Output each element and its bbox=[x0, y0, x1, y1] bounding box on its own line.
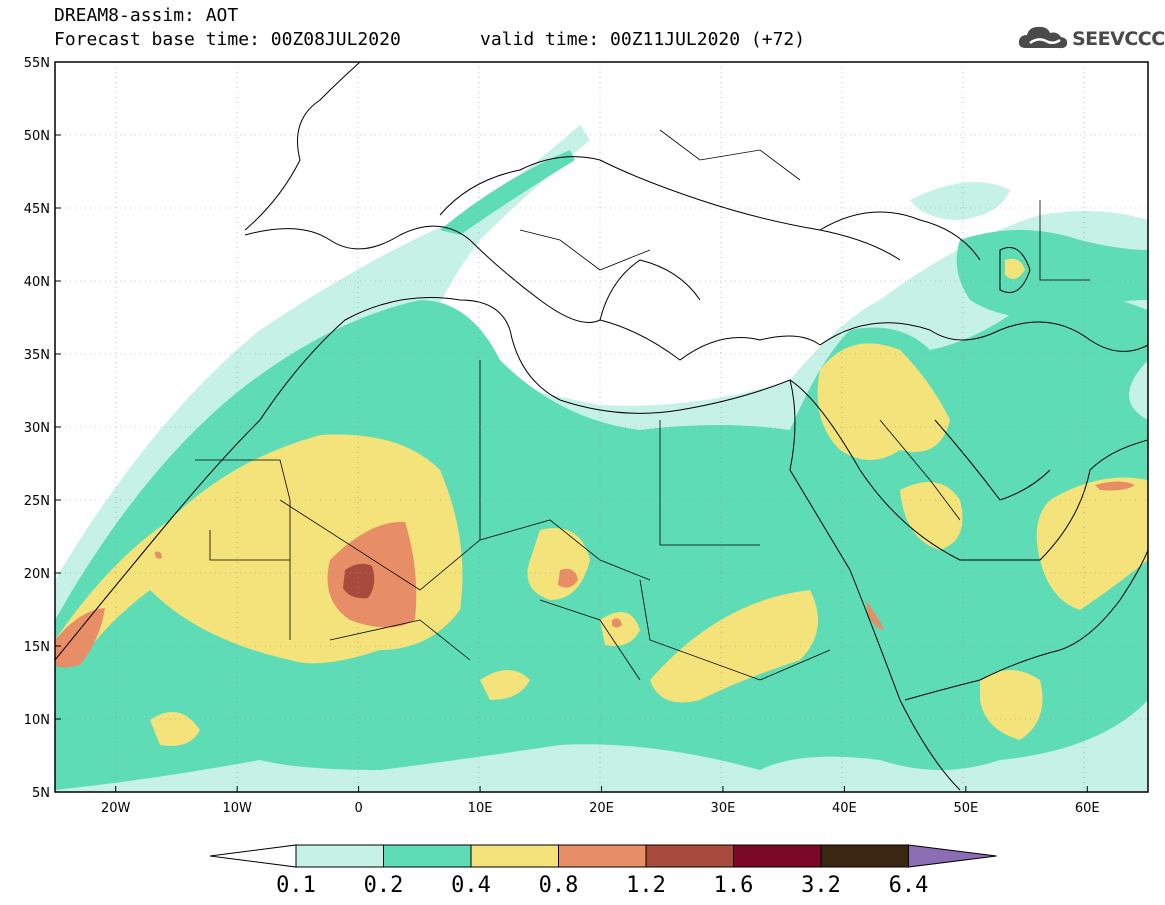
map-title: DREAM8-assim: AOT bbox=[54, 5, 239, 26]
lat-label: 25N bbox=[24, 494, 50, 509]
lon-label: 10E bbox=[468, 801, 493, 816]
lat-label: 45N bbox=[24, 202, 50, 217]
colorbar-label: 1.6 bbox=[714, 873, 754, 898]
colorbar-swatch bbox=[645, 844, 734, 868]
aot-band-0.4 bbox=[55, 258, 1148, 746]
graticule bbox=[55, 62, 1148, 792]
colorbar-label: 1.2 bbox=[626, 873, 666, 898]
colorbar-label: 0.4 bbox=[451, 873, 491, 898]
colorbar-swatch bbox=[820, 844, 909, 868]
lat-label: 40N bbox=[24, 275, 50, 290]
colorbar-swatch bbox=[470, 844, 559, 868]
lat-label: 30N bbox=[24, 421, 50, 436]
lat-label: 20N bbox=[24, 567, 50, 582]
colorbar-label: 3.2 bbox=[801, 873, 841, 898]
lat-label: 10N bbox=[24, 713, 50, 728]
latitude-labels: 55N 50N 45N 40N 35N 30N 25N 20N 15N 10N 5N bbox=[24, 56, 61, 801]
lon-label: 30E bbox=[711, 801, 736, 816]
colorbar-label: 0.8 bbox=[539, 873, 579, 898]
colorbar-swatch bbox=[383, 844, 472, 868]
colorbar-label: 6.4 bbox=[889, 873, 929, 898]
base-time: Forecast base time: 00Z08JUL2020 bbox=[54, 29, 401, 50]
valid-time: valid time: 00Z11JUL2020 (+72) bbox=[480, 29, 806, 50]
lon-label: 10W bbox=[222, 801, 252, 816]
lat-label: 50N bbox=[24, 129, 50, 144]
lat-label: 5N bbox=[32, 786, 50, 801]
colorbar-swatch bbox=[295, 844, 384, 868]
country-borders bbox=[195, 129, 1090, 681]
colorbar-under-arrow bbox=[209, 844, 297, 868]
colorbar-label: 0.2 bbox=[364, 873, 404, 898]
aot-band-1.2 bbox=[343, 563, 375, 599]
coastlines bbox=[55, 62, 1148, 791]
lon-label: 40E bbox=[832, 801, 857, 816]
colorbar-over-arrow bbox=[908, 844, 997, 868]
lon-label: 60E bbox=[1075, 801, 1100, 816]
lon-label: 0 bbox=[354, 801, 362, 816]
colorbar-label: 0.1 bbox=[276, 873, 316, 898]
cloud-icon bbox=[1018, 26, 1068, 49]
lon-label: 20W bbox=[101, 801, 131, 816]
lat-label: 55N bbox=[24, 56, 50, 71]
colorbar-swatch bbox=[733, 844, 822, 868]
lon-label: 50E bbox=[953, 801, 978, 816]
seevccc-logo: SEEVCCC bbox=[1016, 20, 1165, 56]
colorbar-swatch bbox=[558, 844, 647, 868]
lon-label: 20E bbox=[589, 801, 614, 816]
lat-label: 35N bbox=[24, 348, 50, 363]
longitude-labels: 20W 10W 0 10E 20E 30E 40E 50E 60E bbox=[101, 786, 1100, 816]
logo-text: SEEVCCC bbox=[1072, 28, 1165, 50]
lat-label: 15N bbox=[24, 640, 50, 655]
